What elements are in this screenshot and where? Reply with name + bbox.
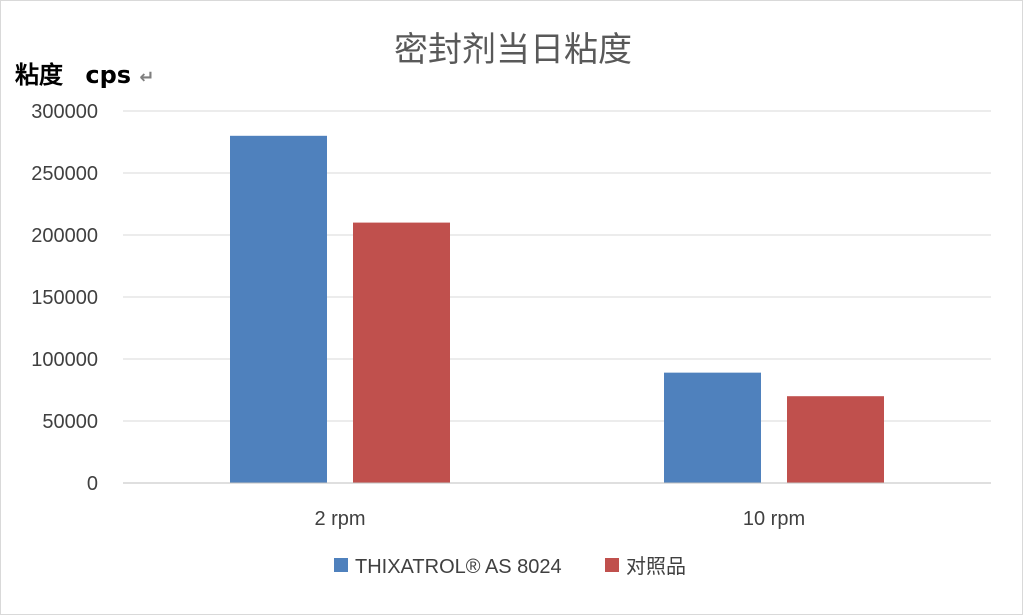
bar-1-0 <box>353 222 450 483</box>
y-tick-label: 100000 <box>31 349 98 371</box>
bar-0-0 <box>230 135 327 484</box>
legend-label: 对照品 <box>626 555 686 578</box>
x-axis-categories: 2 rpm 10 rpm <box>314 508 805 530</box>
y-tick-label: 250000 <box>31 163 98 185</box>
x-category-label: 10 rpm <box>743 508 805 530</box>
y-axis-ticks: 0 50000 100000 150000 200000 250000 300000 <box>31 101 98 495</box>
legend-label: THIXATROL® AS 8024 <box>355 556 562 578</box>
y-tick-label: 200000 <box>31 225 98 247</box>
y-tick-label: 150000 <box>31 287 98 309</box>
legend-swatch <box>605 558 619 572</box>
bar-1-1 <box>787 396 884 483</box>
y-tick-label: 300000 <box>31 101 98 123</box>
y-axis-label: 粘度 cps ↵ <box>15 61 155 89</box>
chart-title: 密封剂当日粘度 <box>394 30 632 70</box>
y-axis-label-text: 粘度 <box>15 61 64 89</box>
y-tick-label: 0 <box>87 473 98 495</box>
x-category-label: 2 rpm <box>314 508 365 530</box>
legend-swatch <box>334 558 348 572</box>
y-axis-label-return-mark: ↵ <box>139 67 154 88</box>
bars <box>230 135 884 484</box>
y-axis-unit: cps <box>85 61 131 89</box>
y-tick-label: 50000 <box>42 411 98 433</box>
bar-0-1 <box>664 372 761 483</box>
legend: THIXATROL® AS 8024 对照品 <box>334 555 686 578</box>
